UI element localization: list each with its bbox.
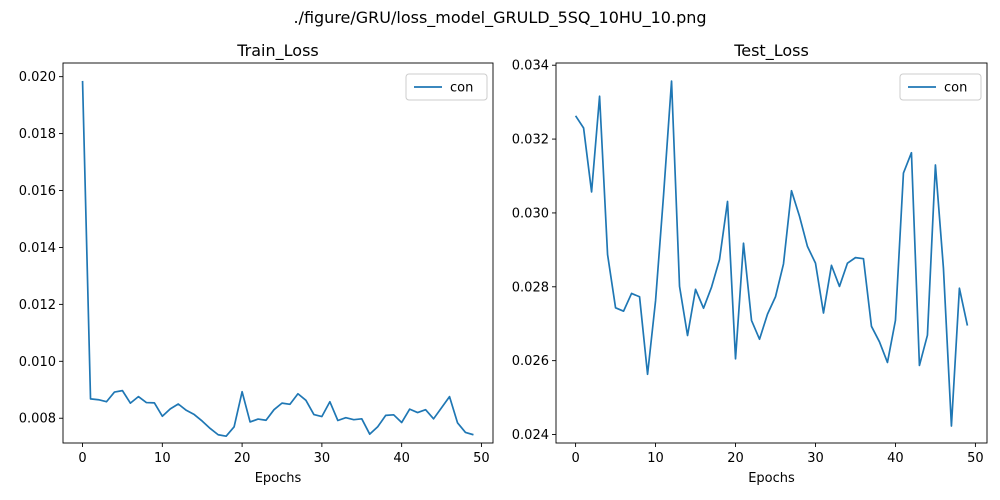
test-ytick-label: 0.026 — [512, 354, 549, 369]
test-series-con-line — [574, 80, 969, 427]
test-xtick-label: 40 — [887, 451, 904, 466]
train-loss-panel: Train_Loss 0 10 20 30 40 50 0.008 0.010 0.012 0.01… — [19, 41, 494, 486]
test-xtick-label: 0 — [571, 451, 579, 466]
train-xtick-label: 40 — [393, 451, 410, 466]
train-ytick-label: 0.020 — [19, 70, 56, 85]
train-series-con-line — [81, 80, 474, 438]
train-xtick-label: 50 — [473, 451, 490, 466]
train-ytick-label: 0.016 — [19, 184, 56, 199]
train-ytick-label: 0.012 — [19, 298, 56, 313]
test-xtick-label: 30 — [807, 451, 824, 466]
train-axes-frame — [62, 62, 494, 444]
train-xtick-label: 0 — [78, 451, 86, 466]
train-chart-title: Train_Loss — [236, 41, 318, 61]
train-ytick-label: 0.010 — [19, 355, 56, 370]
test-xtick-label: 20 — [727, 451, 744, 466]
test-legend-box — [899, 73, 982, 101]
train-legend: con — [405, 73, 488, 101]
test-legend-label: con — [944, 81, 967, 96]
train-ytick-label: 0.008 — [19, 412, 56, 427]
train-ytick-label: 0.014 — [19, 241, 56, 256]
test-xtick-label: 50 — [967, 451, 984, 466]
train-ytick-label: 0.018 — [19, 127, 56, 142]
test-ytick-label: 0.030 — [512, 206, 549, 221]
test-chart-title: Test_Loss — [733, 41, 809, 61]
train-xtick-label: 10 — [154, 451, 171, 466]
train-xtick-label: 20 — [234, 451, 251, 466]
test-ytick-label: 0.034 — [512, 59, 549, 74]
train-legend-label: con — [450, 81, 473, 96]
figure-title: ./figure/GRU/loss_model_GRULD_5SQ_10HU_1… — [293, 8, 706, 28]
train-legend-box — [405, 73, 488, 101]
test-ytick-label: 0.032 — [512, 133, 549, 148]
test-legend: con — [899, 73, 982, 101]
test-xaxis-label: Epochs — [748, 471, 795, 486]
test-loss-panel: Test_Loss 0 10 20 30 40 50 0.024 0.026 0.028 0.030… — [512, 41, 988, 486]
train-xaxis-label: Epochs — [255, 471, 302, 486]
test-xtick-label: 10 — [647, 451, 664, 466]
test-ytick-label: 0.028 — [512, 280, 549, 295]
test-axes-frame — [555, 62, 988, 444]
train-xtick-label: 30 — [314, 451, 331, 466]
test-ytick-label: 0.024 — [512, 428, 549, 443]
